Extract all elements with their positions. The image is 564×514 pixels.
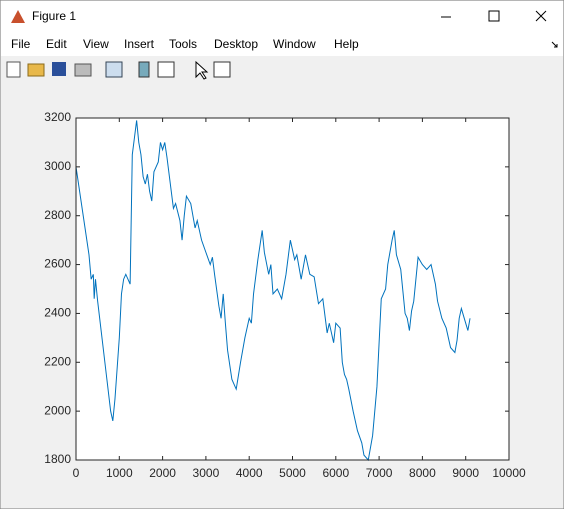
maximize-button[interactable] [488,10,500,22]
colorbar-icon[interactable] [138,61,150,78]
x-tick-label: 0 [73,466,80,480]
axes-background [76,118,509,460]
menu-bar [1,33,563,56]
pointer-icon[interactable] [195,60,209,80]
y-tick-label: 3000 [44,159,71,173]
menu-item[interactable]: Edit [46,37,67,51]
data-line [75,120,471,462]
open-icon[interactable] [27,63,45,77]
menu-item[interactable]: Insert [124,37,155,51]
y-tick-label: 1800 [44,452,71,466]
menu-item[interactable]: File [11,37,31,51]
app-icon [11,10,25,23]
x-tick-label: 9000 [452,466,479,480]
title-bar [1,1,563,33]
property-icon[interactable] [213,61,231,78]
x-tick-label: 5000 [279,466,306,480]
window-title: Figure 1 [32,9,76,23]
x-tick-label: 3000 [193,466,220,480]
x-tick-label: 7000 [366,466,393,480]
x-tick-label: 10000 [492,466,526,480]
y-tick-label: 2000 [44,403,71,417]
menu-item[interactable]: View [83,37,109,51]
x-tick-label: 4000 [236,466,263,480]
y-tick-label: 3200 [44,110,71,124]
axes-box [75,117,510,461]
toolbar-icons [6,60,231,80]
y-tick-label: 2200 [44,354,71,368]
toolbar [1,56,563,84]
y-tick-label: 2600 [44,257,71,271]
new-icon[interactable] [6,61,21,78]
x-tick-label: 8000 [409,466,436,480]
legend-icon[interactable] [157,61,175,78]
menu-item[interactable]: Tools [169,37,197,51]
menu-item[interactable]: Desktop [214,37,258,51]
save-icon[interactable] [52,62,66,76]
x-tick-label: 2000 [149,466,176,480]
close-button[interactable] [535,10,547,22]
link-icon[interactable] [105,61,123,78]
y-tick-label: 2400 [44,306,71,320]
print-icon[interactable] [74,63,92,77]
x-tick-label: 1000 [106,466,133,480]
dock-arrow[interactable] [551,41,558,48]
y-tick-label: 2800 [44,208,71,222]
menu-item[interactable]: Window [273,37,316,51]
x-tick-label: 6000 [322,466,349,480]
menu-item[interactable]: Help [334,37,359,51]
